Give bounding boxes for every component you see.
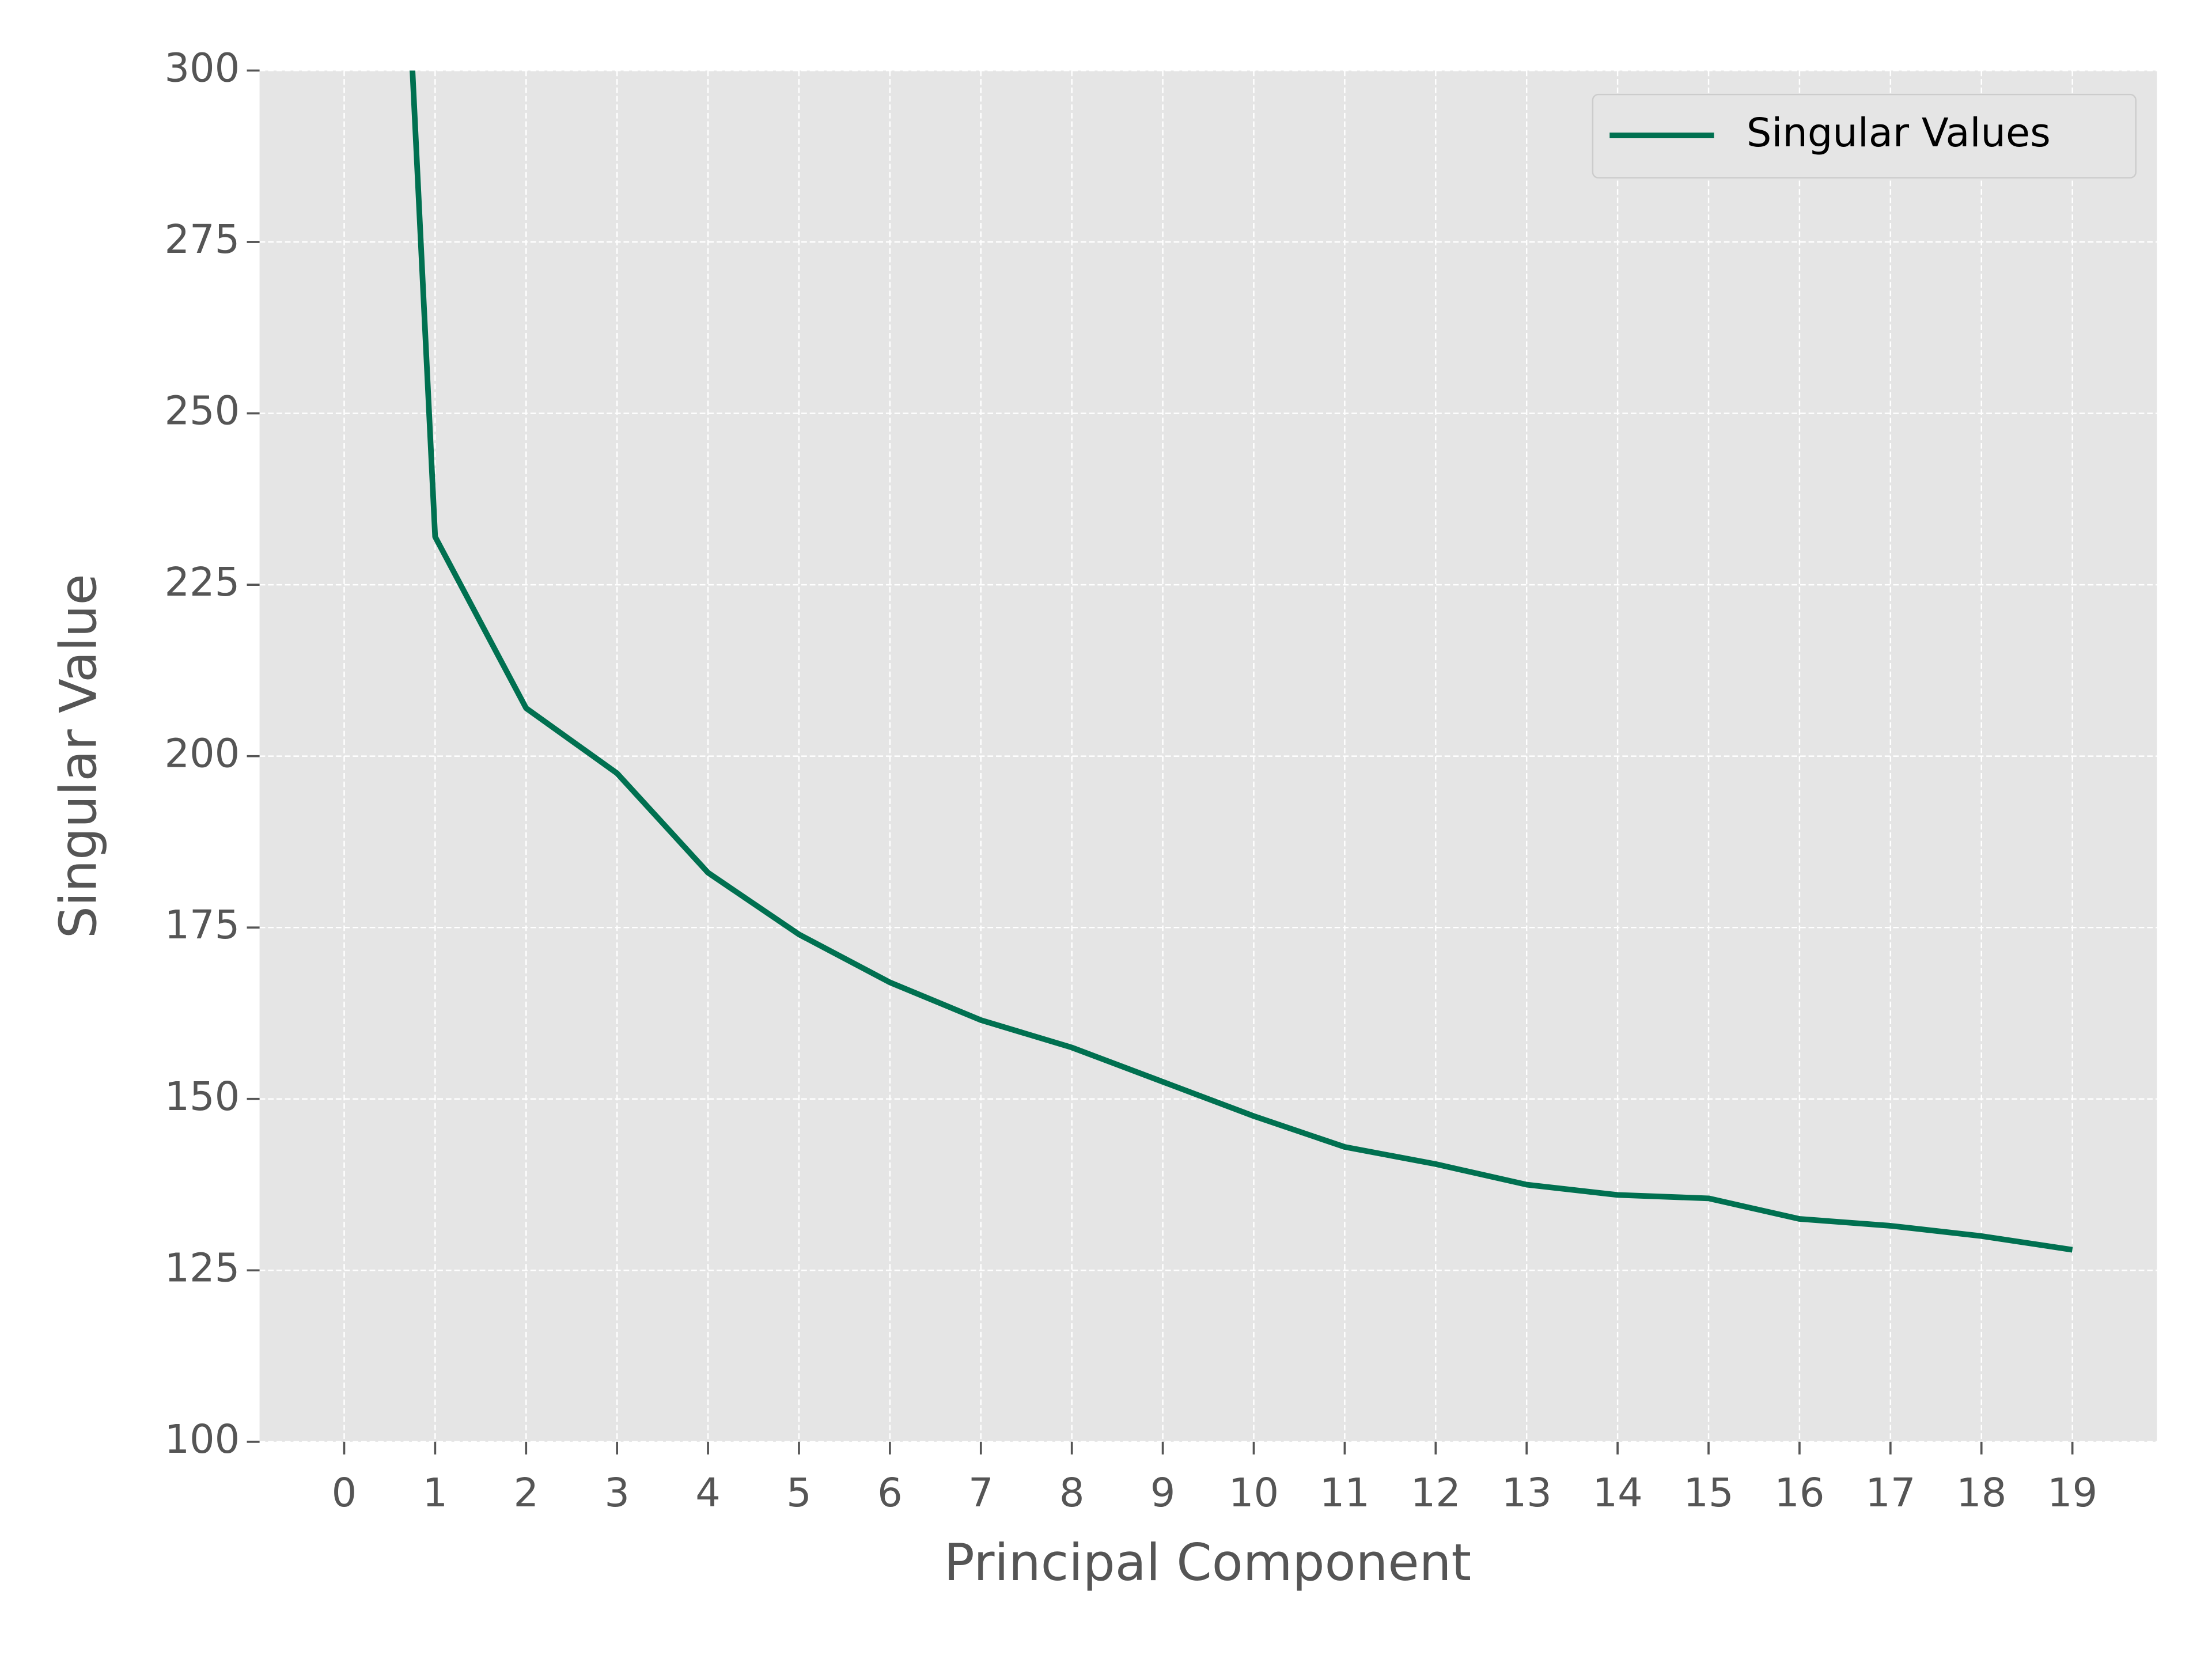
- y-tick-label: 250: [164, 388, 240, 434]
- y-tick-label: 300: [164, 45, 240, 91]
- x-tick-label: 14: [1592, 1470, 1642, 1516]
- x-tick-label: 7: [968, 1470, 994, 1516]
- x-tick-label: 13: [1502, 1470, 1552, 1516]
- y-axis-label: Singular Value: [48, 574, 108, 938]
- x-tick-label: 10: [1229, 1470, 1279, 1516]
- data-line: [410, 70, 2073, 1253]
- y-tick-label: 225: [164, 559, 240, 605]
- x-tick-label: 12: [1411, 1470, 1461, 1516]
- y-tick-label: 175: [164, 902, 240, 948]
- x-axis-label: Principal Component: [944, 1533, 1471, 1592]
- x-tick-label: 16: [1774, 1470, 1824, 1516]
- x-tick-label: 1: [423, 1470, 448, 1516]
- y-tick-label: 125: [164, 1245, 240, 1291]
- y-tick-label: 100: [164, 1416, 240, 1463]
- x-tick-label: 15: [1683, 1470, 1733, 1516]
- legend-label: Singular Values: [1747, 110, 2051, 156]
- y-tick-label: 275: [164, 217, 240, 263]
- x-tick-label: 5: [786, 1470, 812, 1516]
- x-tick-label: 0: [332, 1470, 357, 1516]
- x-tick-label: 2: [513, 1470, 539, 1516]
- y-tick-label: 150: [164, 1074, 240, 1120]
- y-tick-label: 200: [164, 731, 240, 777]
- x-tick-label: 18: [1956, 1470, 2006, 1516]
- x-tick-label: 8: [1059, 1470, 1085, 1516]
- x-tick-label: 9: [1150, 1470, 1176, 1516]
- legend: Singular Values: [1592, 93, 2137, 179]
- x-tick-label: 4: [695, 1470, 721, 1516]
- x-tick-label: 6: [877, 1470, 903, 1516]
- x-tick-label: 17: [1865, 1470, 1915, 1516]
- legend-box: [1592, 93, 2137, 179]
- x-tick-label: 19: [2047, 1470, 2097, 1516]
- x-tick-label: 3: [604, 1470, 630, 1516]
- x-tick-label: 11: [1320, 1470, 1370, 1516]
